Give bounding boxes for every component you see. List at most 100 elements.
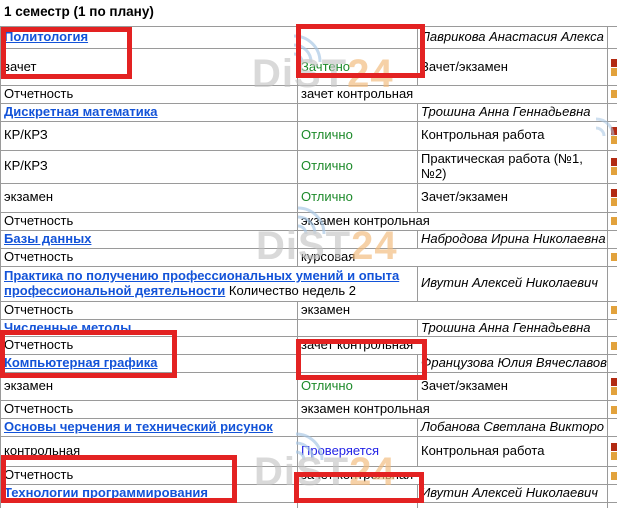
subject-link[interactable]: Практика по получению профессиональных у… [4,267,400,298]
report-label: Отчетность [0,400,298,420]
grade-value: Отлично [297,149,418,184]
clipped-edge-cell [607,149,617,184]
table-row: Отчетность экзамен [0,300,617,320]
subject-link[interactable]: Численные методы [4,319,132,335]
assessment-label: КР/КРЗ [0,149,298,184]
report-label: Отчетность [0,85,298,104]
table-row: Дискретная математика Трошина Анна Геннад… [0,102,617,122]
report-value: зачет контрольная [297,466,608,486]
clipped-edge-cell [607,102,617,122]
subject-cell: Базы данных [0,229,298,249]
teacher-name: Ивутин Алексей Николаевич [417,484,608,504]
clipped-text-mark [611,90,617,99]
empty-grade-cell [297,318,418,338]
empty-grade-cell [297,26,418,49]
table-row: Отчетность зачет контрольная [0,466,617,486]
subject-link[interactable]: Дискретная математика [4,103,158,119]
assessment-label: экзамен [0,182,298,213]
subject-link[interactable]: Компьютерная графика [4,355,158,371]
clipped-edge-cell [607,265,617,302]
subject-cell: Численные методы [0,318,298,338]
clipped-text-mark [611,471,617,480]
clipped-text-mark [611,158,617,167]
subject-link[interactable]: Технологии программирования [4,485,208,501]
table-row: Отчетность экзамен контрольная [0,400,617,420]
clipped-edge-cell [607,120,617,151]
table-row: экзамен Отлично Зачет/экзамен [0,372,617,402]
clipped-edge-cell [607,182,617,213]
subject-cell: Дискретная математика [0,102,298,122]
clipped-edge-cell [607,26,617,49]
assessment-type: Практическая работа (№1, №2) [417,149,608,184]
clipped-edge-cell [607,229,617,249]
table-row: КР/КРЗ Отлично Контрольная работа [0,120,617,151]
clipped-edge-cell [607,211,617,231]
table-row: Отчетность зачет контрольная [0,85,617,104]
clipped-text-mark [611,167,617,176]
grade-value: Отлично [297,182,418,213]
report-value: зачет контрольная [297,336,608,356]
table-row: Политология Лаврикова Анастасия Алекса [0,26,617,49]
assessment-label: экзамен [0,372,298,402]
clipped-edge-cell [607,247,617,267]
empty-grade-cell [297,484,418,504]
clipped-text-mark [611,58,617,67]
grade-value: Проверяется [297,436,418,468]
assessment-type: Зачет/экзамен [417,372,608,402]
clipped-text-mark [611,127,617,136]
clipped-edge-cell [607,372,617,402]
grades-table: Политология Лаврикова Анастасия Алекса зач… [0,26,617,508]
subject-link[interactable]: Политология [4,29,89,45]
report-label: Отчетность [0,211,298,231]
grade-value: Зачтено [297,48,418,86]
teacher-name: Ивутин Алексей Николаевич [417,265,608,302]
table-row: экзамен Отлично Зачет/экзамен [0,182,617,213]
clipped-text-mark [611,136,617,145]
report-label: Отчетность [0,336,298,356]
assessment-type: Зачет/экзамен [417,48,608,86]
assessment-type: Контрольная работа [417,436,608,468]
clipped-text-mark [611,217,617,226]
clipped-text-mark [611,189,617,198]
subject-link[interactable]: Основы черчения и технический рисунок [4,419,273,435]
clipped-edge-cell [607,300,617,320]
clipped-text-mark [611,378,617,387]
clipped-text-mark [611,405,617,414]
clipped-text-mark [611,341,617,350]
assessment-type: Контрольная работа [417,120,608,151]
clipped-edge-cell [607,48,617,86]
report-label: Отчетность [0,247,298,267]
assessment-type: Зачет [417,502,608,508]
assessment-label: контрольная [0,436,298,468]
subject-link[interactable]: Базы данных [4,230,92,246]
report-value: курсовая [297,247,608,267]
table-row: Компьютерная графика Французова Юлия Вяче… [0,354,617,374]
table-row: Базы данных Набродова Ирина Николаевна [0,229,617,249]
report-value: экзамен контрольная [297,211,608,231]
report-label: Отчетность [0,300,298,320]
teacher-name: Набродова Ирина Николаевна [417,229,608,249]
page-title: 1 семестр (1 по плану) [4,4,154,19]
weeks-count-label: Количество недель 2 [228,282,357,298]
table-row: Технологии программирования Ивутин Алексе… [0,484,617,504]
table-row: Численные методы Трошина Анна Геннадьевна [0,318,617,338]
table-row: контрольная Проверяется Контрольная работа [0,436,617,468]
report-label: Отчетность [0,466,298,486]
empty-grade-cell [297,354,418,374]
clipped-text-mark [611,306,617,315]
clipped-text-mark [611,452,617,461]
assessment-label: КР/КРЗ [0,120,298,151]
assessment-label: зачет [0,502,298,508]
report-value: зачет контрольная [297,85,608,104]
clipped-edge-cell [607,484,617,504]
clipped-edge-cell [607,354,617,374]
empty-grade-cell [297,229,418,249]
empty-grade-cell [297,102,418,122]
clipped-edge-cell [607,418,617,438]
subject-cell: Технологии программирования [0,484,298,504]
table-row: Отчетность зачет контрольная [0,336,617,356]
table-row: Основы черчения и технический рисунок Лоб… [0,418,617,438]
grade-value: Отлично [297,120,418,151]
